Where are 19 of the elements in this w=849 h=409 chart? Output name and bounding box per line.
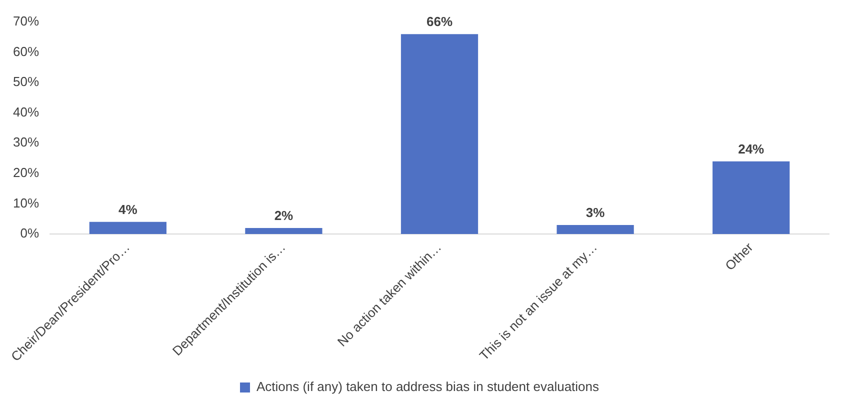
bar [400, 34, 478, 234]
y-tick-label: 10% [12, 195, 40, 210]
y-tick-label: 20% [12, 165, 40, 180]
y-tick-label: 70% [12, 14, 40, 29]
data-label: 4% [118, 202, 138, 217]
y-tick-label: 0% [20, 226, 40, 241]
y-tick-label: 40% [12, 104, 40, 120]
y-tick-label: 30% [12, 134, 40, 150]
bar [712, 161, 790, 234]
legend-label: Actions (if any) taken to address bias in student evaluations [256, 379, 600, 394]
data-label: 24% [738, 141, 765, 156]
data-label: 2% [274, 208, 294, 224]
bar [245, 228, 322, 234]
y-tick-label: 60% [12, 44, 40, 59]
data-label: 66% [426, 14, 453, 30]
bar [89, 222, 166, 234]
y-tick-label: 50% [12, 74, 40, 90]
data-label: 3% [586, 205, 606, 220]
bar [556, 224, 634, 234]
